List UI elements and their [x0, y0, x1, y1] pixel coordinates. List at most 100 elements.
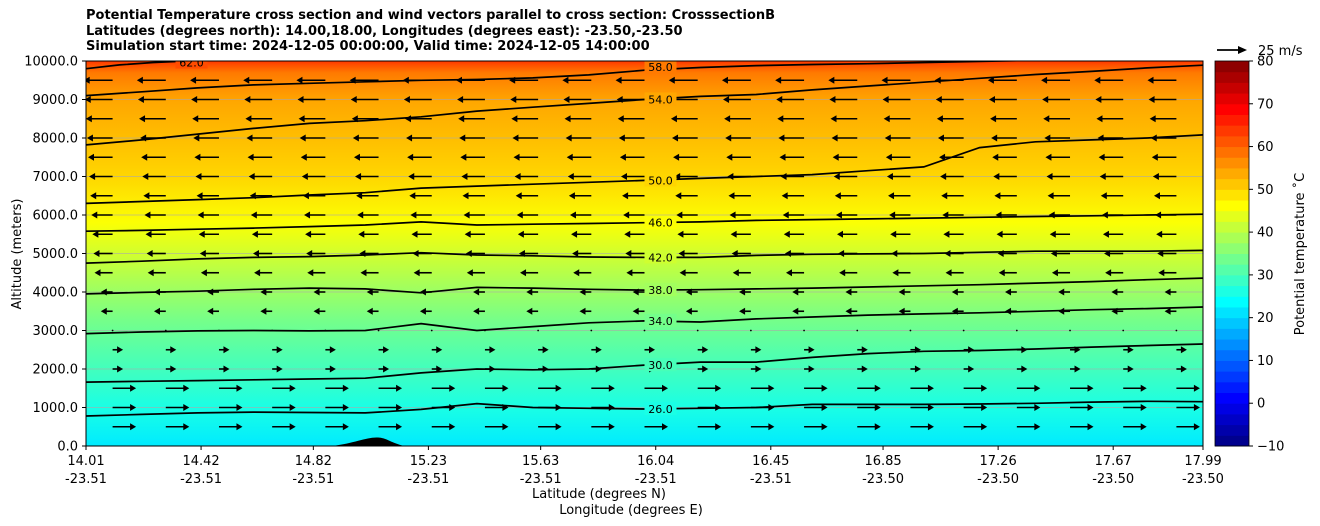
wind-vector [358, 230, 379, 238]
wind-vector [458, 115, 485, 123]
wind-vector-head [821, 384, 828, 392]
wind-vector-head [298, 115, 305, 123]
colorbar-band [1215, 328, 1249, 340]
colorbar-band [1215, 285, 1249, 297]
wind-vector-head [1111, 288, 1118, 296]
colorbar-band [1215, 371, 1249, 383]
wind-vector [776, 96, 805, 103]
wind-vector [431, 404, 456, 411]
wind-vector [884, 134, 911, 142]
wind-vector [622, 192, 645, 200]
wind-vector-head [874, 404, 881, 411]
wind-vector [835, 211, 858, 219]
wind-vector-head [183, 384, 190, 392]
wind-vector [643, 329, 646, 332]
wind-vector [1041, 76, 1071, 84]
wind-vector [1095, 96, 1124, 103]
wind-vector [86, 115, 113, 123]
wind-vector [1047, 192, 1071, 200]
colorbar-band [1215, 274, 1249, 287]
wind-vector-head [882, 96, 889, 103]
y-tick-label: 7000.0 [33, 170, 79, 185]
wind-vector [90, 192, 113, 200]
wind-vector-head [457, 96, 464, 103]
wind-vector [253, 250, 273, 257]
wind-vector [1176, 404, 1200, 411]
wind-vector-head [1152, 173, 1159, 180]
wind-vector-head [140, 134, 147, 142]
wind-vector [251, 230, 273, 238]
wind-vector-head [839, 269, 846, 277]
wind-vector [1044, 134, 1071, 142]
wind-vector [845, 288, 858, 296]
wind-vector [892, 269, 911, 277]
wind-vector [834, 192, 858, 200]
wind-vector [247, 153, 273, 161]
wind-vector [1123, 404, 1147, 411]
wind-vector-head [1043, 115, 1050, 123]
wind-vector-head [563, 96, 570, 103]
wind-vector-head [251, 230, 258, 238]
wind-vector [462, 192, 485, 200]
y-axis: 0.0 1000.0 2000.0 3000.0 4000.0 5000.0 6000.0 7… [24, 55, 86, 455]
wind-vector [153, 288, 166, 296]
wind-vector-head [542, 365, 549, 373]
wind-vector-head [828, 76, 835, 84]
wind-vector-head [579, 288, 586, 296]
wind-vector [696, 329, 699, 332]
colorbar-tick-label: 40 [1257, 226, 1274, 241]
colorbar-band [1215, 146, 1249, 158]
wind-vector-head [396, 404, 403, 411]
wind-vector-head [662, 384, 668, 392]
wind-vector-head [207, 307, 214, 315]
wind-vector [856, 329, 859, 332]
wind-vector [517, 230, 539, 238]
contour-label-26: 26.0 [648, 403, 673, 416]
y-tick-label: 1000.0 [33, 401, 79, 416]
wind-vector [1102, 230, 1124, 238]
wind-vector [196, 192, 219, 200]
wind-vector [272, 404, 296, 411]
wind-vector [378, 384, 403, 392]
wind-vector [940, 173, 964, 180]
colorbar-band [1215, 82, 1249, 94]
wind-vector-head [462, 192, 469, 200]
wind-vector [299, 134, 326, 142]
wind-vector-head [632, 288, 639, 296]
wind-vector [324, 329, 327, 332]
wind-vector [164, 329, 167, 332]
wind-vector-head [732, 269, 739, 277]
wind-vector-head [568, 192, 575, 200]
wind-vector-head [413, 269, 420, 277]
wind-vector [963, 384, 988, 392]
wind-vector-head [845, 307, 852, 315]
wind-vector [881, 76, 911, 84]
wind-vector-head [725, 134, 732, 142]
wind-vector-head [1164, 307, 1171, 315]
wind-vector-head [139, 115, 146, 123]
wind-vector [198, 230, 219, 238]
wind-vector [304, 211, 326, 219]
wind-vector [943, 230, 964, 238]
wind-vector [910, 423, 934, 431]
wind-vector-head [396, 423, 403, 431]
wind-vector [271, 329, 274, 332]
wind-vector-head [675, 192, 682, 200]
wind-vector-head [465, 250, 472, 257]
wind-vector-head [778, 134, 785, 142]
wind-vector [623, 211, 645, 219]
wind-vector [987, 76, 1017, 84]
wind-vector [218, 365, 230, 373]
wind-vector-head [995, 211, 1002, 219]
wind-vector-head [436, 346, 443, 354]
wind-vector-head [567, 173, 574, 180]
wind-vector [140, 134, 166, 142]
wind-vector-head [349, 76, 356, 84]
wind-vector-head [88, 153, 95, 161]
x-tick-label-lon: -23.51 [65, 472, 107, 487]
wind-vector [207, 307, 219, 315]
wind-vector-head [892, 269, 899, 277]
wind-vector-head [248, 173, 255, 180]
wind-vector-head [729, 211, 736, 219]
title-line-1: Potential Temperature cross section and … [86, 8, 776, 23]
